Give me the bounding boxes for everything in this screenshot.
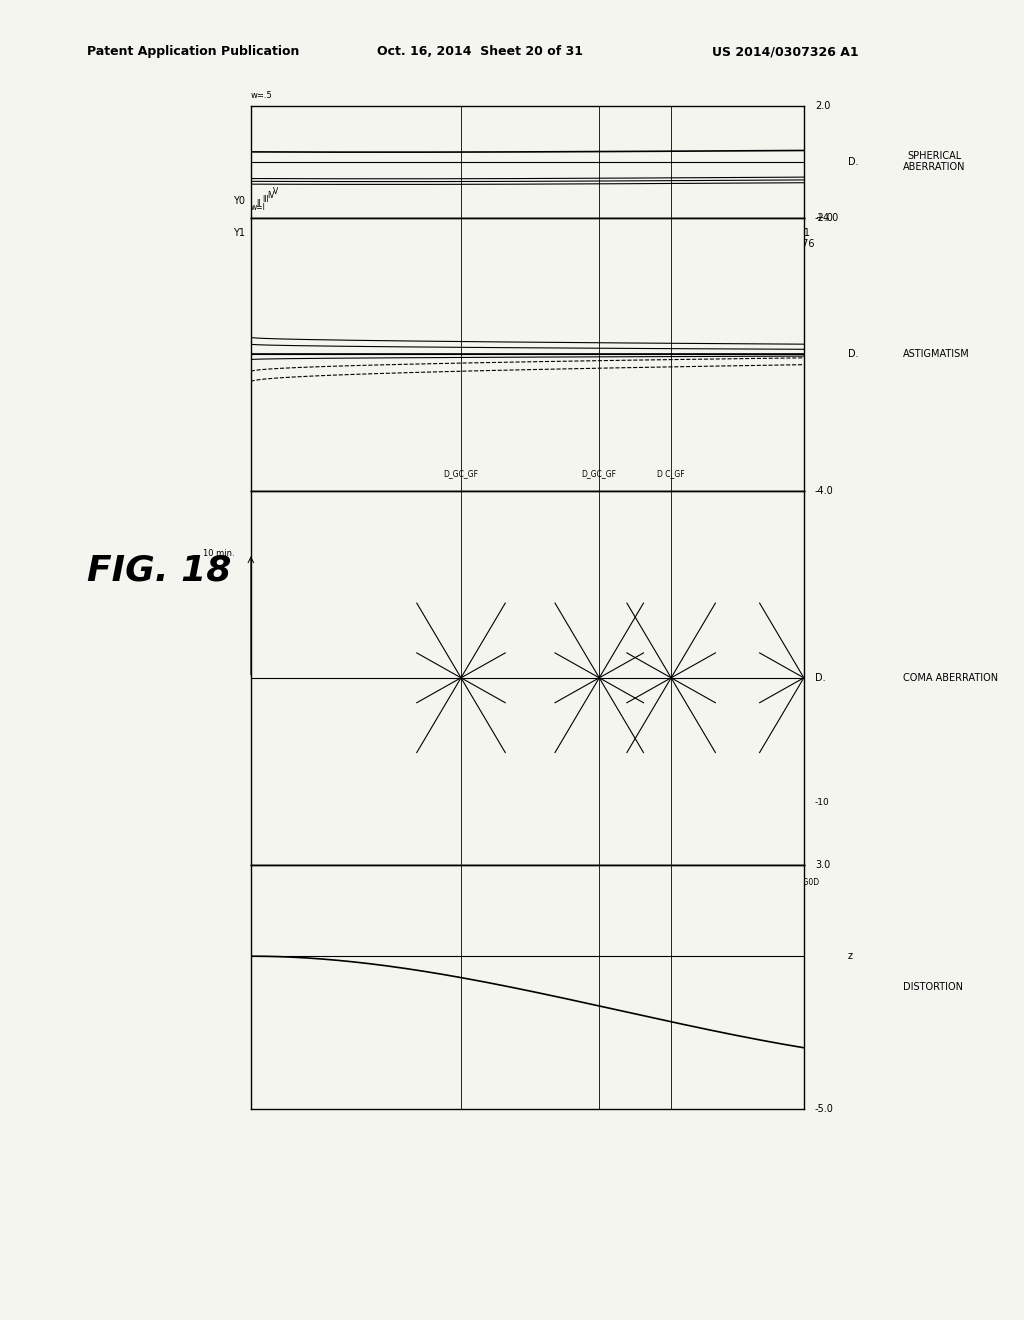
Text: 0.76: 0.76 bbox=[660, 227, 682, 238]
Text: Y0: Y0 bbox=[233, 195, 246, 206]
Text: IV: IV bbox=[267, 191, 275, 201]
Text: z: z bbox=[848, 952, 853, 961]
Text: 3.00: 3.00 bbox=[451, 508, 472, 519]
Text: COMA ABERRATION: COMA ABERRATION bbox=[903, 673, 998, 682]
Text: Oct. 16, 2014  Sheet 20 of 31: Oct. 16, 2014 Sheet 20 of 31 bbox=[377, 45, 583, 58]
Text: -10: -10 bbox=[815, 797, 829, 807]
Text: -4.0: -4.0 bbox=[815, 486, 834, 496]
Text: Patent Application Publication: Patent Application Publication bbox=[87, 45, 299, 58]
Text: FC_OD: FC_OD bbox=[449, 876, 474, 886]
Text: ASTIGMATISM: ASTIGMATISM bbox=[903, 350, 970, 359]
Text: US 2014/0307326 A1: US 2014/0307326 A1 bbox=[712, 45, 858, 58]
Text: D_GC_GF: D_GC_GF bbox=[582, 470, 616, 479]
Text: 3.0: 3.0 bbox=[815, 859, 830, 870]
Text: FC_GD: FC_GD bbox=[658, 876, 684, 886]
Text: -2.0: -2.0 bbox=[815, 213, 834, 223]
Text: 0.76: 0.76 bbox=[660, 227, 682, 238]
Text: 10 min.: 10 min. bbox=[203, 549, 234, 558]
Text: w=.5: w=.5 bbox=[251, 91, 272, 100]
Text: D_GC_GF: D_GC_GF bbox=[443, 470, 478, 479]
Text: D.: D. bbox=[848, 157, 859, 166]
Text: Y1
0.76: Y1 0.76 bbox=[794, 227, 814, 249]
Text: FIG. 18: FIG. 18 bbox=[87, 554, 231, 587]
Text: III: III bbox=[262, 195, 268, 205]
Text: 0.63: 0.63 bbox=[589, 227, 610, 238]
Text: D C_GF: D C_GF bbox=[657, 470, 685, 479]
Text: V: V bbox=[273, 187, 279, 195]
Text: w=I: w=I bbox=[251, 203, 266, 213]
Text: FC_DD: FC_DD bbox=[587, 876, 612, 886]
Text: 0.63: 0.63 bbox=[589, 227, 610, 238]
Text: FC_G0D: FC_G0D bbox=[788, 876, 819, 886]
Text: -5.0: -5.0 bbox=[815, 1104, 834, 1114]
Text: 4.20: 4.20 bbox=[589, 508, 610, 519]
Text: 0.38: 0.38 bbox=[451, 227, 472, 238]
Text: 0.38: 0.38 bbox=[451, 227, 472, 238]
Text: SPHERICAL
ABERRATION: SPHERICAL ABERRATION bbox=[903, 150, 966, 173]
Text: D.: D. bbox=[815, 673, 825, 682]
Text: 6.00: 6.00 bbox=[660, 508, 682, 519]
Text: Y1: Y1 bbox=[233, 227, 246, 238]
Text: 2.0: 2.0 bbox=[815, 100, 830, 111]
Text: II: II bbox=[256, 199, 261, 209]
Text: +4.0: +4.0 bbox=[815, 213, 839, 223]
Text: DISTORTION: DISTORTION bbox=[903, 982, 964, 991]
Text: D.: D. bbox=[848, 350, 859, 359]
